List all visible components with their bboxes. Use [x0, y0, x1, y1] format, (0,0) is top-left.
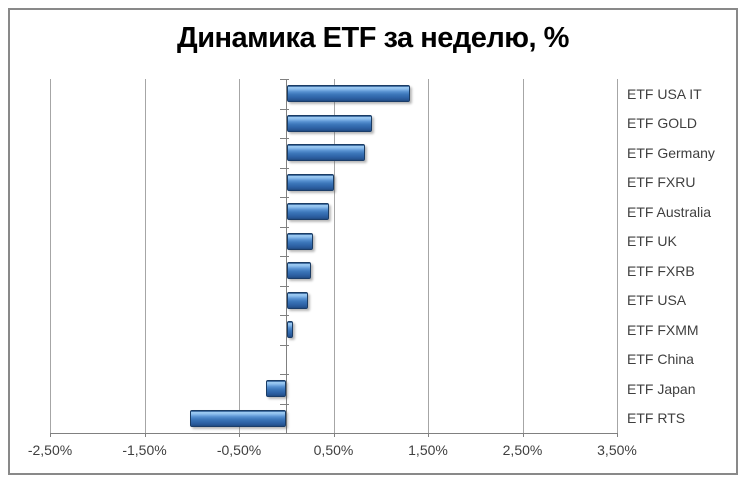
category-label: ETF Japan: [627, 380, 696, 397]
category-axis-tick: [280, 374, 290, 375]
x-axis-tick: [333, 433, 335, 437]
bar-etf-usa: [287, 291, 309, 309]
bar-etf-fxrb: [287, 262, 311, 280]
gridline: [617, 79, 618, 433]
gridline: [428, 79, 429, 433]
category-axis-tick: [280, 197, 290, 198]
chart-title: Динамика ETF за неделю, %: [177, 22, 569, 54]
category-axis-tick: [280, 403, 290, 405]
category-axis-tick: [280, 138, 290, 139]
bar-etf-rts: [189, 409, 287, 427]
x-tick-label: 2,50%: [502, 442, 543, 458]
gridline: [144, 79, 146, 433]
category-label: ETF FXRB: [627, 262, 695, 279]
category-axis-tick: [280, 256, 290, 257]
category-label: ETF UK: [627, 233, 677, 250]
category-label: ETF FXRU: [627, 174, 696, 191]
category-label: ETF GOLD: [627, 115, 698, 132]
x-tick-label: -2,50%: [27, 442, 73, 458]
bar-etf-fxmm: [287, 321, 293, 339]
x-axis-tick: [239, 433, 240, 437]
gridline: [333, 79, 335, 433]
category-axis-tick: [280, 226, 290, 228]
category-axis-tick: [280, 108, 290, 110]
x-axis-tick: [50, 433, 51, 437]
x-axis-tick: [617, 433, 618, 437]
x-axis-tick: [522, 433, 524, 437]
bar-etf-gold: [287, 114, 373, 132]
bar-etf-usa-it: [287, 85, 411, 103]
bar-etf-uk: [287, 232, 313, 250]
category-label: ETF FXMM: [627, 321, 699, 338]
category-label: ETF China: [627, 351, 694, 368]
x-tick-label: 3,50%: [597, 442, 637, 458]
gridline: [239, 79, 240, 433]
bar-etf-fxru: [287, 173, 334, 191]
category-axis-tick: [280, 285, 290, 287]
x-tick-label: 0,50%: [313, 442, 354, 458]
gridline: [522, 79, 524, 433]
bar-etf-germany: [287, 144, 365, 162]
bar-etf-japan: [266, 380, 287, 398]
gridline: [50, 79, 51, 433]
category-label: ETF USA IT: [627, 85, 702, 102]
x-tick-label: -0,50%: [216, 442, 262, 458]
category-axis-tick: [280, 433, 290, 434]
category-axis-tick: [280, 167, 290, 169]
bar-etf-australia: [287, 203, 329, 221]
x-axis-tick: [144, 433, 146, 437]
x-tick-label: 1,50%: [408, 442, 448, 458]
category-label: ETF Australia: [627, 203, 712, 220]
category-label: ETF USA: [627, 292, 687, 309]
x-axis-tick: [428, 433, 429, 437]
x-tick-label: -1,50%: [122, 442, 167, 458]
category-label: ETF Germany: [627, 144, 715, 161]
category-axis-tick: [280, 344, 290, 346]
category-axis-tick: [280, 79, 290, 80]
category-axis-tick: [280, 315, 290, 316]
category-label: ETF RTS: [627, 410, 686, 427]
